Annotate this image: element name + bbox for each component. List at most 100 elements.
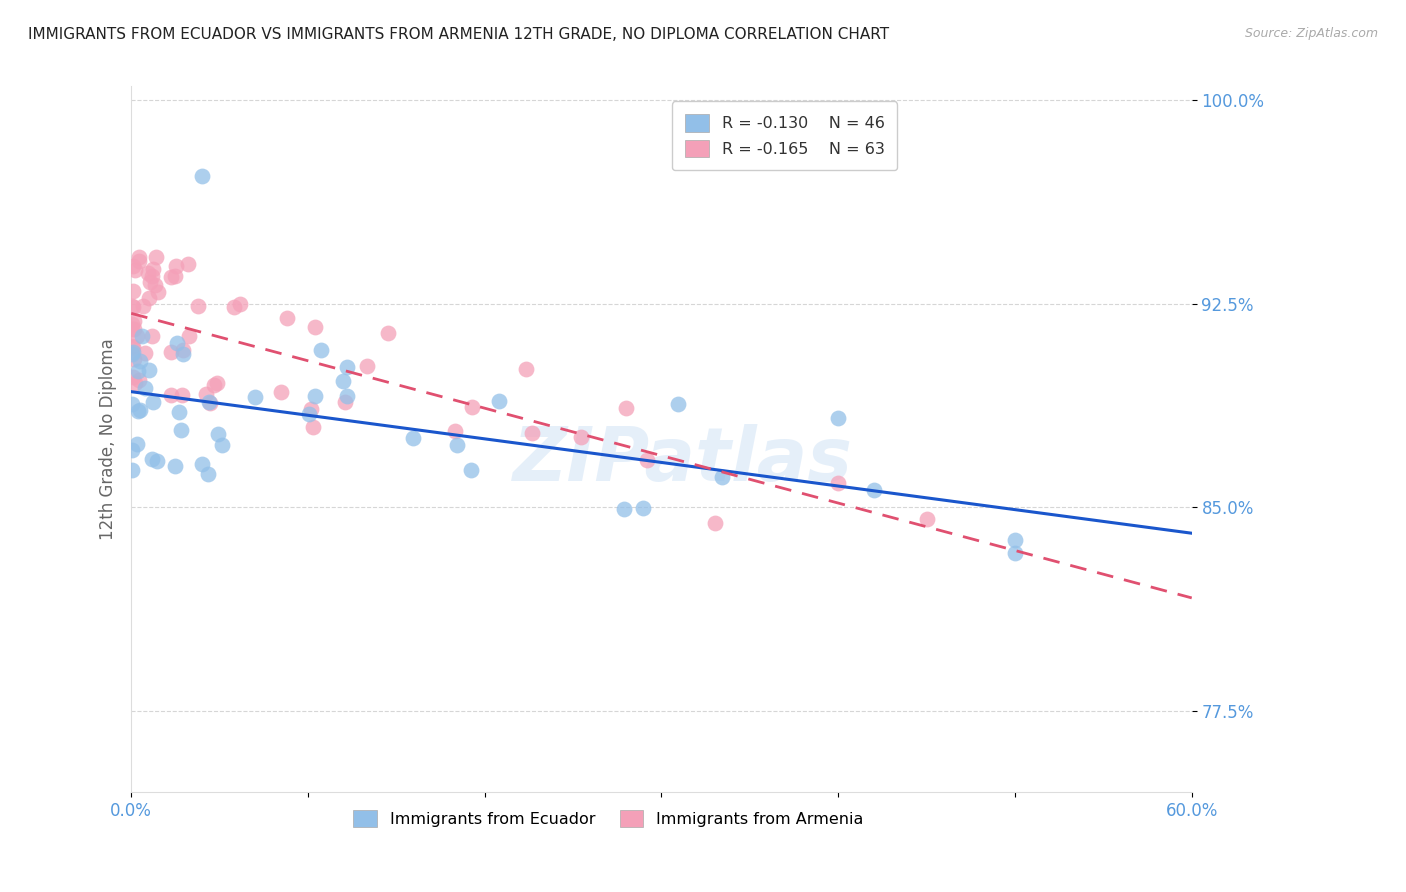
Point bbox=[202, 378, 225, 392]
Point bbox=[1004, 533, 1026, 547]
Point bbox=[165, 259, 187, 273]
Point bbox=[131, 299, 153, 313]
Point bbox=[142, 262, 165, 277]
Point bbox=[377, 326, 399, 340]
Point bbox=[270, 384, 292, 399]
Point bbox=[190, 457, 212, 471]
Point bbox=[136, 266, 159, 280]
Point bbox=[172, 388, 194, 402]
Point bbox=[461, 400, 484, 414]
Point bbox=[121, 322, 143, 336]
Point bbox=[336, 360, 359, 375]
Point bbox=[134, 381, 156, 395]
Point bbox=[245, 391, 267, 405]
Point bbox=[121, 341, 143, 355]
Point bbox=[460, 463, 482, 477]
Point bbox=[614, 401, 637, 416]
Point bbox=[207, 426, 229, 441]
Point bbox=[134, 345, 156, 359]
Point bbox=[356, 359, 378, 373]
Point bbox=[138, 363, 160, 377]
Point bbox=[520, 426, 543, 441]
Point bbox=[165, 459, 187, 474]
Point bbox=[128, 403, 150, 417]
Point bbox=[332, 374, 354, 388]
Point bbox=[170, 423, 193, 437]
Point bbox=[304, 389, 326, 403]
Point bbox=[711, 470, 734, 484]
Legend: Immigrants from Ecuador, Immigrants from Armenia: Immigrants from Ecuador, Immigrants from… bbox=[347, 804, 870, 834]
Point bbox=[488, 394, 510, 409]
Point bbox=[131, 328, 153, 343]
Point bbox=[121, 285, 143, 299]
Point bbox=[124, 313, 146, 327]
Point bbox=[122, 351, 145, 366]
Point bbox=[141, 452, 163, 467]
Point bbox=[167, 404, 190, 418]
Point bbox=[446, 438, 468, 452]
Point bbox=[229, 297, 252, 311]
Point bbox=[145, 250, 167, 264]
Point bbox=[205, 376, 228, 391]
Point bbox=[141, 269, 163, 284]
Point bbox=[636, 453, 658, 467]
Point bbox=[159, 388, 181, 402]
Point bbox=[915, 512, 938, 526]
Point bbox=[298, 407, 321, 421]
Point bbox=[198, 396, 221, 410]
Point bbox=[122, 345, 145, 359]
Point bbox=[197, 467, 219, 482]
Point bbox=[124, 376, 146, 390]
Point bbox=[862, 483, 884, 497]
Point bbox=[121, 339, 143, 353]
Point bbox=[124, 263, 146, 277]
Point bbox=[198, 395, 221, 409]
Point bbox=[121, 317, 143, 331]
Point bbox=[302, 419, 325, 434]
Point bbox=[179, 328, 201, 343]
Point bbox=[121, 346, 143, 360]
Point bbox=[444, 424, 467, 438]
Point bbox=[142, 394, 165, 409]
Point bbox=[613, 502, 636, 516]
Point bbox=[129, 354, 152, 368]
Point bbox=[335, 395, 357, 409]
Point bbox=[122, 322, 145, 336]
Point bbox=[211, 438, 233, 452]
Y-axis label: 12th Grade, No Diploma: 12th Grade, No Diploma bbox=[100, 338, 117, 541]
Point bbox=[121, 463, 143, 477]
Point bbox=[143, 278, 166, 293]
Point bbox=[666, 396, 689, 410]
Point bbox=[172, 343, 194, 357]
Point bbox=[402, 431, 425, 445]
Point bbox=[121, 397, 143, 411]
Point bbox=[128, 373, 150, 387]
Text: Source: ZipAtlas.com: Source: ZipAtlas.com bbox=[1244, 27, 1378, 40]
Point bbox=[1004, 546, 1026, 560]
Text: IMMIGRANTS FROM ECUADOR VS IMMIGRANTS FROM ARMENIA 12TH GRADE, NO DIPLOMA CORREL: IMMIGRANTS FROM ECUADOR VS IMMIGRANTS FR… bbox=[28, 27, 889, 42]
Point bbox=[127, 437, 149, 451]
Point bbox=[128, 253, 150, 268]
Point bbox=[827, 476, 849, 491]
Point bbox=[160, 270, 183, 285]
Point bbox=[224, 301, 246, 315]
Text: ZIPatlas: ZIPatlas bbox=[513, 424, 852, 497]
Point bbox=[191, 169, 214, 183]
Point bbox=[172, 346, 194, 360]
Point bbox=[141, 328, 163, 343]
Point bbox=[139, 275, 162, 289]
Point bbox=[121, 442, 143, 457]
Point bbox=[128, 250, 150, 264]
Point bbox=[121, 259, 143, 273]
Point bbox=[121, 299, 143, 313]
Point bbox=[146, 454, 169, 468]
Point bbox=[187, 299, 209, 313]
Point bbox=[138, 291, 160, 305]
Point bbox=[148, 285, 170, 300]
Point bbox=[195, 387, 218, 401]
Point bbox=[122, 369, 145, 384]
Point bbox=[299, 401, 322, 416]
Point bbox=[127, 404, 149, 418]
Point bbox=[309, 343, 332, 358]
Point bbox=[165, 268, 187, 283]
